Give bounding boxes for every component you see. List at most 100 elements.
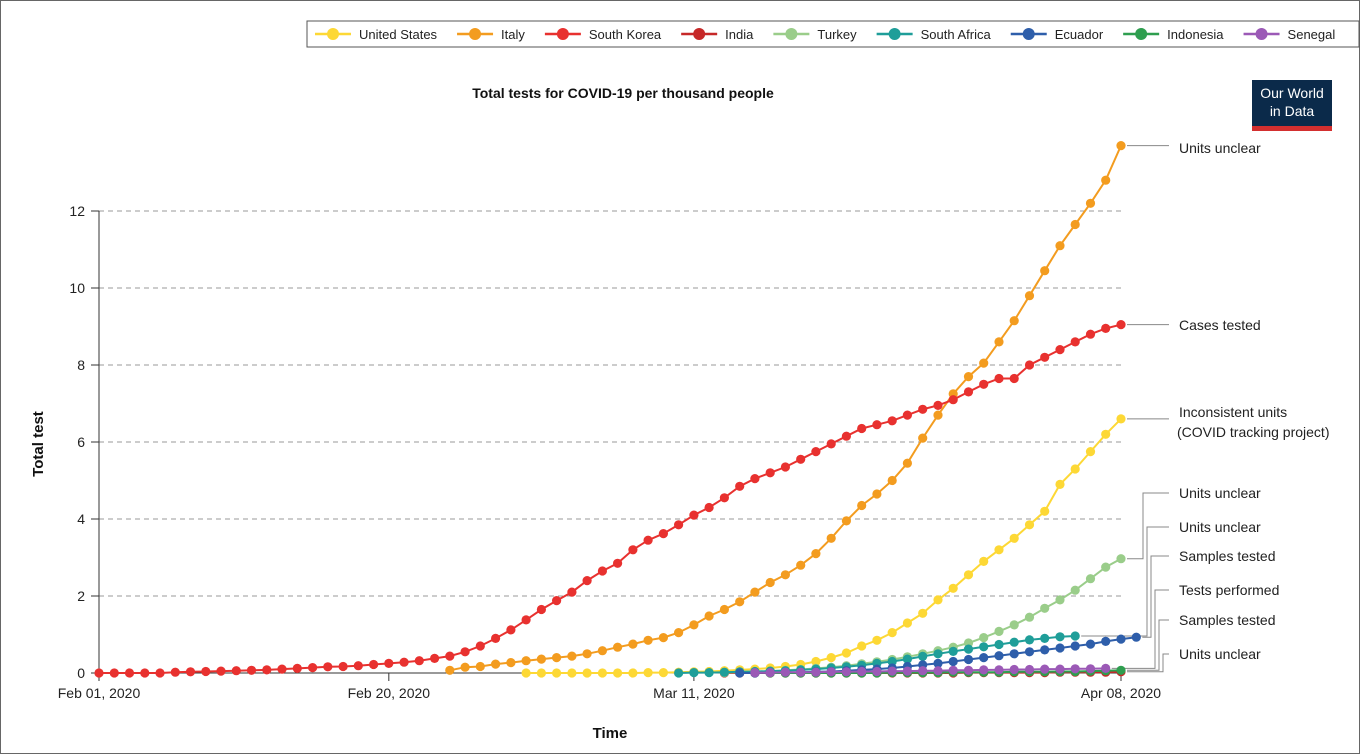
- data-point: [963, 387, 974, 397]
- legend-item-italy[interactable]: Italy: [457, 27, 525, 42]
- data-point: [872, 420, 882, 430]
- legend-item-united-states[interactable]: United States: [315, 27, 438, 42]
- data-point: [1116, 554, 1126, 564]
- x-tick-label: Apr 08, 2020: [1081, 685, 1161, 701]
- data-point: [140, 668, 150, 678]
- data-point: [933, 410, 943, 420]
- data-point: [719, 493, 730, 503]
- data-point: [1070, 585, 1080, 595]
- data-point: [246, 665, 257, 675]
- data-point: [841, 648, 852, 658]
- data-point: [1055, 241, 1065, 251]
- annotation-label: Tests performed: [1179, 582, 1279, 598]
- y-axis-title: Total test: [30, 411, 47, 477]
- data-point: [902, 654, 913, 664]
- chart-title: Total tests for COVID-19 per thousand pe…: [472, 85, 774, 101]
- data-point: [963, 644, 974, 654]
- legend-item-indonesia[interactable]: Indonesia: [1123, 27, 1224, 42]
- axes: Feb 01, 2020 Feb 20, 2020 Mar 11, 2020 Apr …: [58, 211, 1161, 701]
- data-point: [796, 454, 806, 464]
- y-tick-label: 8: [77, 357, 85, 373]
- data-point: [841, 667, 852, 677]
- data-point: [811, 549, 821, 559]
- legend-item-senegal[interactable]: Senegal: [1243, 27, 1336, 42]
- data-point: [887, 666, 897, 676]
- legend-item-india[interactable]: India: [681, 27, 754, 42]
- data-point: [689, 668, 699, 678]
- data-point: [780, 570, 791, 580]
- legend-label: Italy: [501, 27, 525, 42]
- data-point: [552, 596, 562, 606]
- annotation-connector: [1127, 492, 1169, 560]
- data-point: [1116, 320, 1126, 330]
- data-point: [231, 666, 241, 676]
- legend-swatch-dot: [1135, 28, 1148, 40]
- data-point: [1085, 329, 1096, 339]
- legend-swatch-dot: [888, 28, 901, 40]
- data-point: [552, 653, 562, 663]
- data-point: [491, 633, 501, 644]
- data-point: [552, 668, 562, 678]
- data-point: [994, 665, 1004, 675]
- legend-label: United States: [359, 27, 438, 42]
- data-point: [735, 597, 745, 607]
- series-south-korea: [94, 320, 1126, 678]
- data-point: [918, 608, 928, 618]
- legend-item-ecuador[interactable]: Ecuador: [1010, 27, 1104, 42]
- data-point: [841, 431, 852, 441]
- data-point: [1085, 664, 1096, 674]
- legend-item-south-korea[interactable]: South Korea: [544, 27, 662, 42]
- data-point: [1009, 316, 1019, 326]
- data-point: [1040, 633, 1050, 644]
- data-point: [887, 475, 897, 486]
- data-point: [643, 635, 653, 645]
- data-point: [674, 668, 684, 678]
- data-point: [475, 661, 485, 672]
- data-point: [750, 587, 760, 597]
- data-point: [1040, 664, 1050, 674]
- data-point: [704, 668, 714, 678]
- legend-swatch-dot: [693, 28, 706, 40]
- legend-label: Turkey: [817, 27, 857, 42]
- data-point: [1009, 533, 1019, 543]
- x-tick-label: Feb 20, 2020: [348, 685, 431, 701]
- data-point: [963, 372, 974, 382]
- data-point: [414, 656, 424, 666]
- data-point: [979, 556, 989, 567]
- data-point: [719, 667, 730, 677]
- data-point: [994, 651, 1004, 661]
- data-point: [933, 595, 943, 605]
- data-point: [582, 649, 592, 659]
- owid-logo-line1: Our World: [1260, 85, 1324, 101]
- x-axis-title: Time: [593, 725, 628, 742]
- data-point: [1024, 647, 1035, 657]
- data-point: [277, 664, 287, 674]
- owid-logo-accent: [1252, 126, 1332, 131]
- data-point: [1070, 337, 1080, 347]
- data-point: [1009, 620, 1019, 630]
- data-point: [1040, 645, 1050, 655]
- data-point: [369, 659, 379, 670]
- data-point: [796, 667, 806, 677]
- data-point: [262, 665, 272, 675]
- data-point: [536, 654, 547, 664]
- data-point: [597, 668, 608, 678]
- data-point: [1055, 632, 1065, 642]
- data-point: [704, 502, 714, 513]
- data-point: [353, 661, 363, 671]
- annotation-label: Units unclear: [1179, 485, 1261, 501]
- owid-logo: Our World in Data: [1252, 80, 1332, 131]
- legend-item-south-africa[interactable]: South Africa: [876, 27, 992, 42]
- data-point: [811, 447, 821, 457]
- y-tick-label: 10: [69, 280, 85, 296]
- data-point: [750, 474, 760, 484]
- data-point: [948, 583, 958, 593]
- data-point: [918, 404, 928, 414]
- data-point: [826, 439, 836, 449]
- x-tick-label: Mar 11, 2020: [653, 685, 735, 701]
- annotation-label: Samples tested: [1179, 548, 1276, 564]
- data-point: [613, 668, 623, 678]
- data-point: [445, 665, 455, 675]
- legend-item-turkey[interactable]: Turkey: [773, 27, 857, 42]
